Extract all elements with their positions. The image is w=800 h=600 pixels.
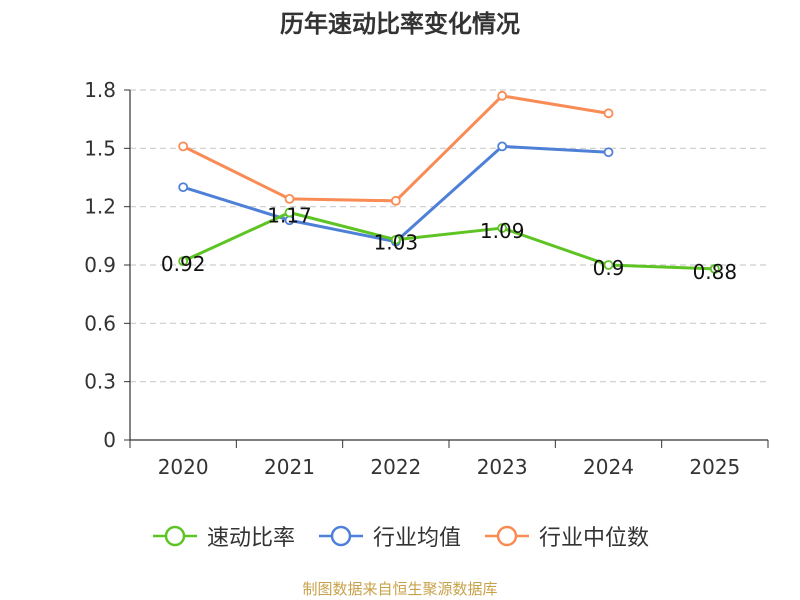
data-label: 1.17: [267, 204, 312, 228]
data-label: 0.92: [161, 252, 206, 276]
chart-title: 历年速动比率变化情况: [280, 10, 520, 38]
data-point: [603, 260, 614, 270]
x-tick-label: 2021: [264, 455, 315, 479]
data-point: [497, 90, 508, 101]
data-point: [709, 263, 720, 274]
data-point: [390, 195, 401, 206]
legend-item[interactable]: 行业均值: [317, 520, 461, 552]
y-tick-label: 0.3: [84, 370, 116, 394]
legend-label: 行业中位数: [539, 526, 650, 551]
data-point: [284, 193, 295, 204]
x-tick-label: 2020: [158, 455, 209, 479]
data-point: [603, 147, 614, 158]
legend-item[interactable]: 速动比率: [151, 520, 295, 552]
series-line-1: [182, 144, 609, 244]
x-tick-label: 2025: [689, 455, 740, 479]
legend-label: 行业均值: [372, 526, 461, 551]
series-line-0: [182, 211, 715, 271]
source-note: 制图数据来自恒生聚源数据库: [302, 580, 498, 598]
data-point: [603, 108, 614, 119]
legend-item[interactable]: 行业中位数: [483, 520, 649, 552]
legend-marker-icon: [318, 525, 363, 547]
y-tick-label: 0.6: [84, 311, 116, 335]
data-point: [178, 141, 189, 152]
data-label: 0.88: [693, 260, 738, 284]
data-point: [497, 223, 508, 233]
data-label: 0.9: [593, 256, 625, 280]
data-point: [497, 141, 508, 152]
data-point: [178, 182, 189, 193]
x-tick-label: 2022: [370, 455, 421, 479]
legend-label: 速动比率: [206, 526, 295, 551]
legend-marker-icon: [485, 525, 529, 547]
y-tick-label: 1.8: [84, 78, 116, 102]
x-tick-label: 2024: [583, 455, 634, 479]
legend: 速动比率 行业均值 行业中位数: [0, 520, 800, 552]
y-tick-label: 1.5: [84, 136, 116, 160]
data-label: 1.03: [374, 231, 419, 255]
data-point: [284, 207, 295, 218]
data-point: [178, 256, 189, 267]
y-tick-label: 1.2: [84, 195, 116, 219]
y-tick-label: 0.9: [84, 253, 116, 277]
x-tick-label: 2023: [477, 455, 528, 479]
y-tick-label: 0: [103, 428, 116, 452]
legend-marker-icon: [152, 525, 197, 547]
data-point: [390, 234, 401, 245]
data-label: 1.09: [480, 219, 525, 243]
